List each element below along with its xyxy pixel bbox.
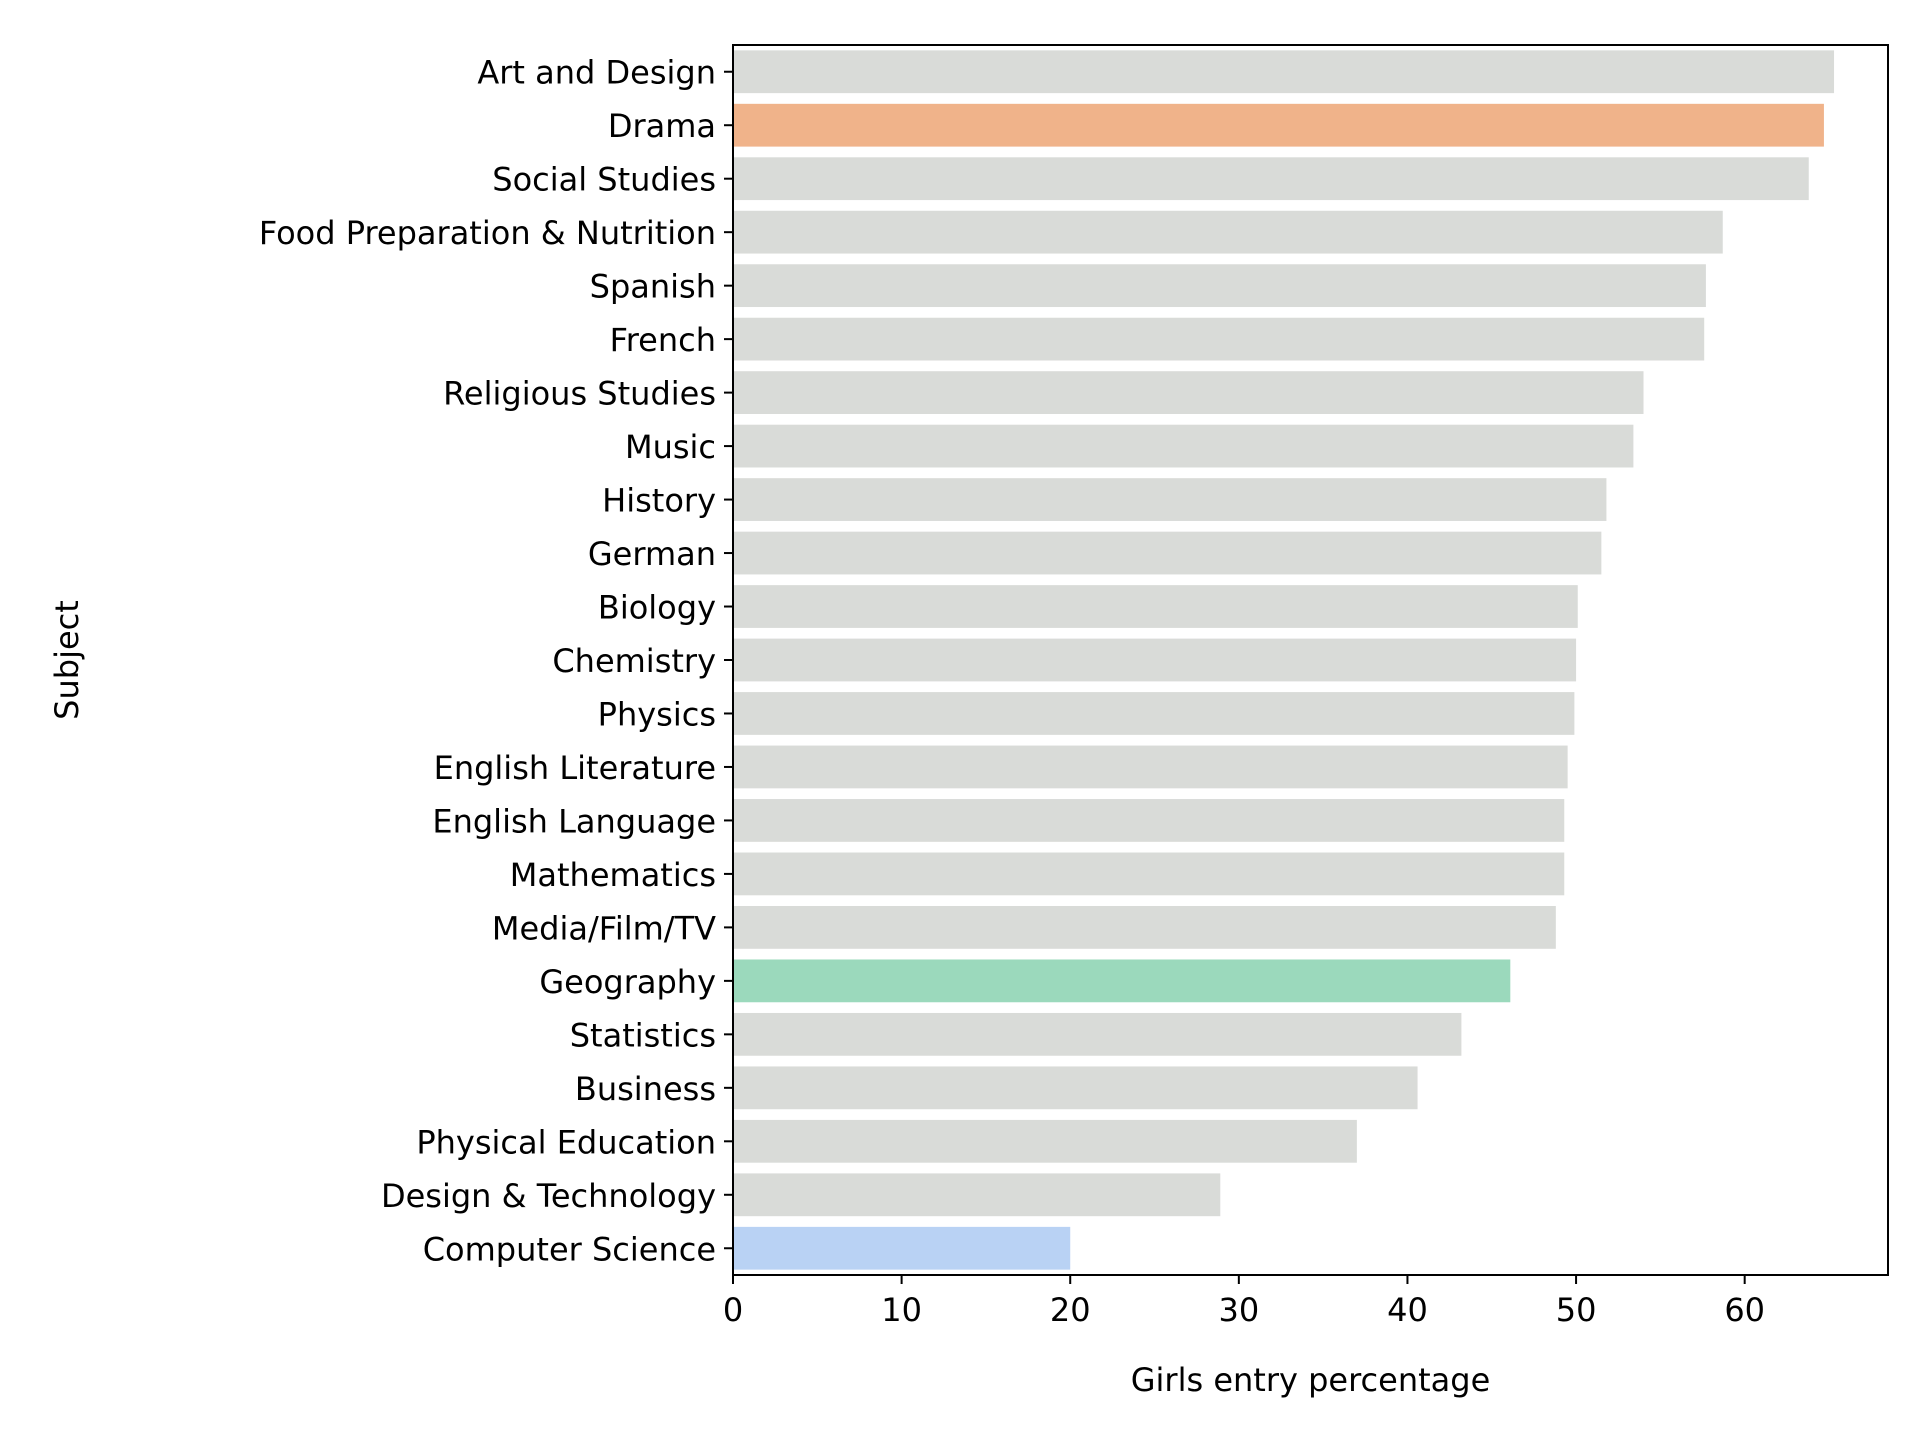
- bar: [733, 424, 1634, 468]
- y-tick-label: Mathematics: [510, 856, 716, 894]
- bar: [733, 959, 1511, 1003]
- x-tick-label: 30: [1218, 1291, 1259, 1329]
- x-tick-layer: 0 10 20 30 40 50 60: [723, 1275, 1765, 1329]
- bar: [733, 103, 1824, 147]
- y-tick-label: Art and Design: [477, 54, 716, 92]
- x-tick-label: 10: [881, 1291, 922, 1329]
- bar: [733, 157, 1809, 201]
- y-tick-label: Physical Education: [416, 1123, 716, 1161]
- x-tick-label: 50: [1556, 1291, 1597, 1329]
- bar: [733, 1012, 1462, 1056]
- y-tick-label: Business: [575, 1070, 716, 1108]
- bar: [733, 799, 1565, 842]
- bar: [733, 371, 1644, 414]
- bar: [733, 852, 1565, 896]
- bar: [733, 478, 1607, 521]
- y-tick-label: History: [602, 482, 716, 520]
- y-tick-label: English Language: [432, 802, 716, 840]
- y-tick-label: English Literature: [434, 749, 716, 787]
- y-tick-label: Drama: [608, 107, 716, 145]
- y-tick-label: Computer Science: [423, 1230, 716, 1268]
- bar: [733, 1119, 1357, 1163]
- x-tick-label: 40: [1387, 1291, 1428, 1329]
- x-tick-label: 60: [1724, 1291, 1765, 1329]
- y-tick-label: Statistics: [570, 1016, 716, 1054]
- y-tick-label: German: [588, 535, 716, 573]
- bar: [733, 745, 1568, 789]
- bar: [733, 638, 1577, 682]
- y-tick-label: Chemistry: [552, 642, 716, 680]
- bar: [733, 50, 1835, 94]
- bar: [733, 1066, 1418, 1110]
- bar: [733, 906, 1556, 949]
- bar: [733, 210, 1723, 254]
- bar: [733, 1226, 1071, 1270]
- bar: [733, 585, 1578, 628]
- y-axis-label: Subject: [48, 600, 86, 720]
- bar: [733, 1173, 1221, 1217]
- y-tick-layer: Art and Design Drama Social Studies Food Pr…: [259, 54, 733, 1268]
- y-tick-label: Social Studies: [492, 161, 716, 199]
- y-tick-label: Religious Studies: [443, 375, 716, 413]
- y-tick-label: Biology: [598, 589, 716, 627]
- y-tick-label: Geography: [539, 963, 716, 1001]
- bar: [733, 531, 1602, 575]
- plot-frame: [732, 44, 1889, 1276]
- y-tick-label: Physics: [598, 695, 716, 733]
- y-tick-label: Design & Technology: [381, 1177, 716, 1215]
- y-tick-label: Spanish: [590, 268, 716, 306]
- bar: [733, 692, 1575, 735]
- y-tick-label: Food Preparation & Nutrition: [259, 214, 716, 252]
- y-tick-label: Music: [625, 428, 716, 466]
- x-tick-label: 20: [1050, 1291, 1091, 1329]
- x-tick-label: 0: [723, 1291, 743, 1329]
- y-tick-label: French: [610, 321, 716, 359]
- bars-layer: [733, 50, 1835, 1270]
- y-tick-label: Media/Film/TV: [492, 909, 716, 947]
- bar: [733, 264, 1706, 308]
- bar: [733, 317, 1705, 361]
- x-axis-label: Girls entry percentage: [1131, 1361, 1491, 1399]
